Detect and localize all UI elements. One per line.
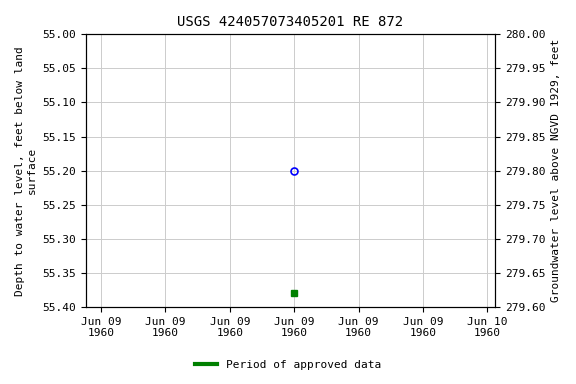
- Title: USGS 424057073405201 RE 872: USGS 424057073405201 RE 872: [177, 15, 403, 29]
- Legend: Period of approved data: Period of approved data: [191, 356, 385, 375]
- Y-axis label: Groundwater level above NGVD 1929, feet: Groundwater level above NGVD 1929, feet: [551, 39, 561, 302]
- Y-axis label: Depth to water level, feet below land
surface: Depth to water level, feet below land su…: [15, 46, 37, 296]
